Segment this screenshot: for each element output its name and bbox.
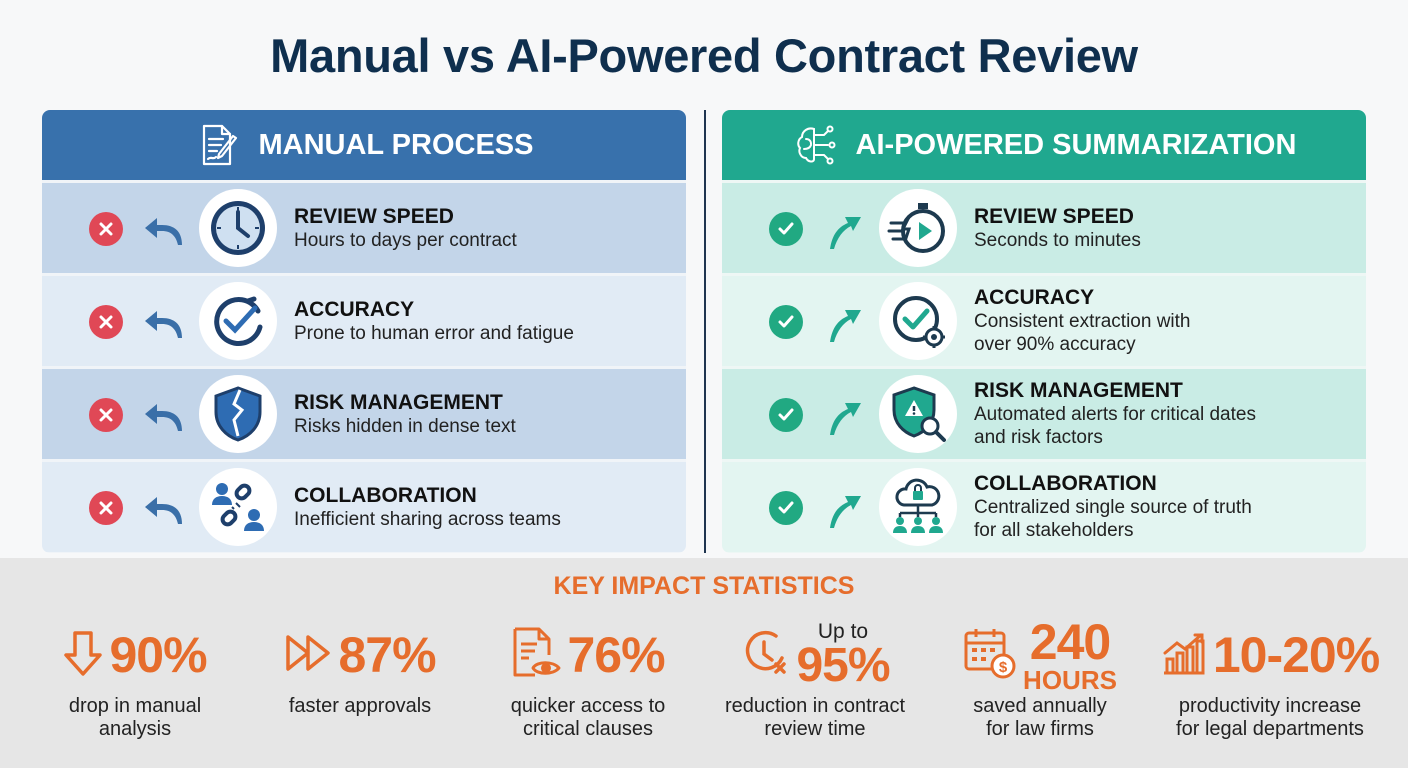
- row-title: RISK MANAGEMENT: [294, 390, 503, 414]
- stat-card-review-time: Up to 95% reduction in contract review t…: [705, 615, 925, 741]
- manual-row-accuracy: ACCURACY Prone to human error and fatigue: [42, 276, 686, 366]
- ai-row-risk-management: RISK MANAGEMENT Automated alerts for crit…: [722, 369, 1366, 459]
- x-mark-icon: [89, 491, 123, 525]
- stat-description: reduction in contract review time: [724, 695, 906, 740]
- down-arrow-icon: [63, 629, 103, 682]
- stat-value: 87%: [338, 627, 436, 683]
- ai-panel-title: AI-POWERED SUMMARIZATION: [855, 128, 1297, 161]
- row-title: REVIEW SPEED: [974, 204, 1134, 228]
- stat-card-hours-saved: $ 240 HOURS saved annually for law firms: [930, 615, 1150, 741]
- manual-process-panel: MANUAL PROCESS REVIEW SPEED Hours to days…: [42, 110, 686, 553]
- check-mark-icon: [769, 398, 803, 432]
- page-title: Manual vs AI-Powered Contract Review: [270, 29, 1138, 82]
- document-pen-icon: [195, 121, 243, 169]
- curved-back-arrow-icon: [142, 393, 186, 437]
- row-description: Hours to days per contract: [294, 229, 517, 251]
- stat-description: saved annually for law firms: [973, 695, 1107, 740]
- ai-summarization-panel: AI-POWERED SUMMARIZATION REVIEW SPEED Sec…: [722, 110, 1366, 553]
- stat-card-manual-analysis: 90% drop in manual analysis: [25, 615, 245, 741]
- stat-description: productivity increase for legal departme…: [1176, 695, 1364, 740]
- shield-alert-search-icon: [879, 375, 957, 453]
- ai-row-review-speed: REVIEW SPEED Seconds to minutes: [722, 183, 1366, 273]
- row-description: Automated alerts for critical dates and …: [974, 404, 1256, 448]
- stat-value: 10-20%: [1212, 627, 1380, 683]
- x-mark-icon: [89, 398, 123, 432]
- stat-prefix: Up to: [817, 619, 869, 643]
- clock-reduction-icon: [740, 628, 790, 683]
- calendar-coin-icon: $: [963, 626, 1017, 685]
- stat-value: 95%: [796, 638, 890, 692]
- curved-back-arrow-icon: [142, 207, 186, 251]
- row-description: Prone to human error and fatigue: [294, 322, 574, 344]
- cloud-network-icon: [879, 468, 957, 546]
- stats-title: KEY IMPACT STATISTICS: [553, 572, 855, 600]
- document-eye-icon: [511, 626, 561, 685]
- ai-panel-header: AI-POWERED SUMMARIZATION: [722, 110, 1366, 180]
- check-mark-icon: [769, 305, 803, 339]
- stat-description: quicker access to critical clauses: [510, 695, 666, 740]
- growth-chart-icon: [1161, 631, 1207, 680]
- manual-row-collaboration: COLLABORATION Inefficient sharing across …: [42, 462, 686, 552]
- row-description: Centralized single source of truth for a…: [974, 497, 1252, 541]
- curved-up-arrow-icon: [822, 207, 866, 251]
- stat-card-clause-access: 76% quicker access to critical clauses: [478, 615, 698, 741]
- stat-card-approvals: 87% faster approvals: [250, 615, 470, 718]
- ai-brain-circuit-icon: [792, 121, 840, 169]
- check-mark-icon: [769, 491, 803, 525]
- row-title: COLLABORATION: [294, 483, 477, 507]
- row-description: Seconds to minutes: [974, 229, 1141, 251]
- stat-value: 240: [1029, 614, 1111, 670]
- stat-unit: HOURS: [1023, 665, 1117, 695]
- row-title: ACCURACY: [294, 297, 415, 321]
- manual-row-risk-management: RISK MANAGEMENT Risks hidden in dense tex…: [42, 369, 686, 459]
- stat-value: 90%: [109, 627, 207, 683]
- fast-stopwatch-icon: [879, 189, 957, 267]
- x-mark-icon: [89, 212, 123, 246]
- check-gear-icon: [879, 282, 957, 360]
- row-title: COLLABORATION: [974, 472, 1157, 495]
- row-title: RISK MANAGEMENT: [974, 379, 1183, 402]
- manual-panel-header: MANUAL PROCESS: [42, 110, 686, 180]
- center-divider: [704, 110, 706, 553]
- fast-forward-icon: [284, 633, 332, 678]
- row-title: ACCURACY: [974, 286, 1095, 309]
- manual-panel-title: MANUAL PROCESS: [258, 128, 534, 161]
- clock-icon: [199, 189, 277, 267]
- check-mark-icon: [769, 212, 803, 246]
- manual-row-review-speed: REVIEW SPEED Hours to days per contract: [42, 183, 686, 273]
- curved-up-arrow-icon: [822, 393, 866, 437]
- svg-text:$: $: [999, 659, 1008, 676]
- row-description: Inefficient sharing across teams: [294, 508, 561, 530]
- curved-back-arrow-icon: [142, 486, 186, 530]
- stat-description: faster approvals: [288, 695, 432, 717]
- ai-row-accuracy: ACCURACY Consistent extraction with over …: [722, 276, 1366, 366]
- row-description: Consistent extraction with over 90% accu…: [974, 311, 1191, 355]
- cracked-shield-icon: [199, 375, 277, 453]
- row-description: Risks hidden in dense text: [294, 415, 516, 437]
- broken-link-people-icon: [199, 468, 277, 546]
- row-title: REVIEW SPEED: [294, 204, 454, 228]
- stat-card-productivity: 10-20% productivity increase for legal d…: [1150, 615, 1390, 741]
- curved-up-arrow-icon: [822, 486, 866, 530]
- stat-value: 76%: [567, 627, 665, 683]
- stat-description: drop in manual analysis: [68, 695, 202, 740]
- broken-check-icon: [199, 282, 277, 360]
- x-mark-icon: [89, 305, 123, 339]
- ai-row-collaboration: COLLABORATION Centralized single source o…: [722, 462, 1366, 552]
- curved-up-arrow-icon: [822, 300, 866, 344]
- curved-back-arrow-icon: [142, 300, 186, 344]
